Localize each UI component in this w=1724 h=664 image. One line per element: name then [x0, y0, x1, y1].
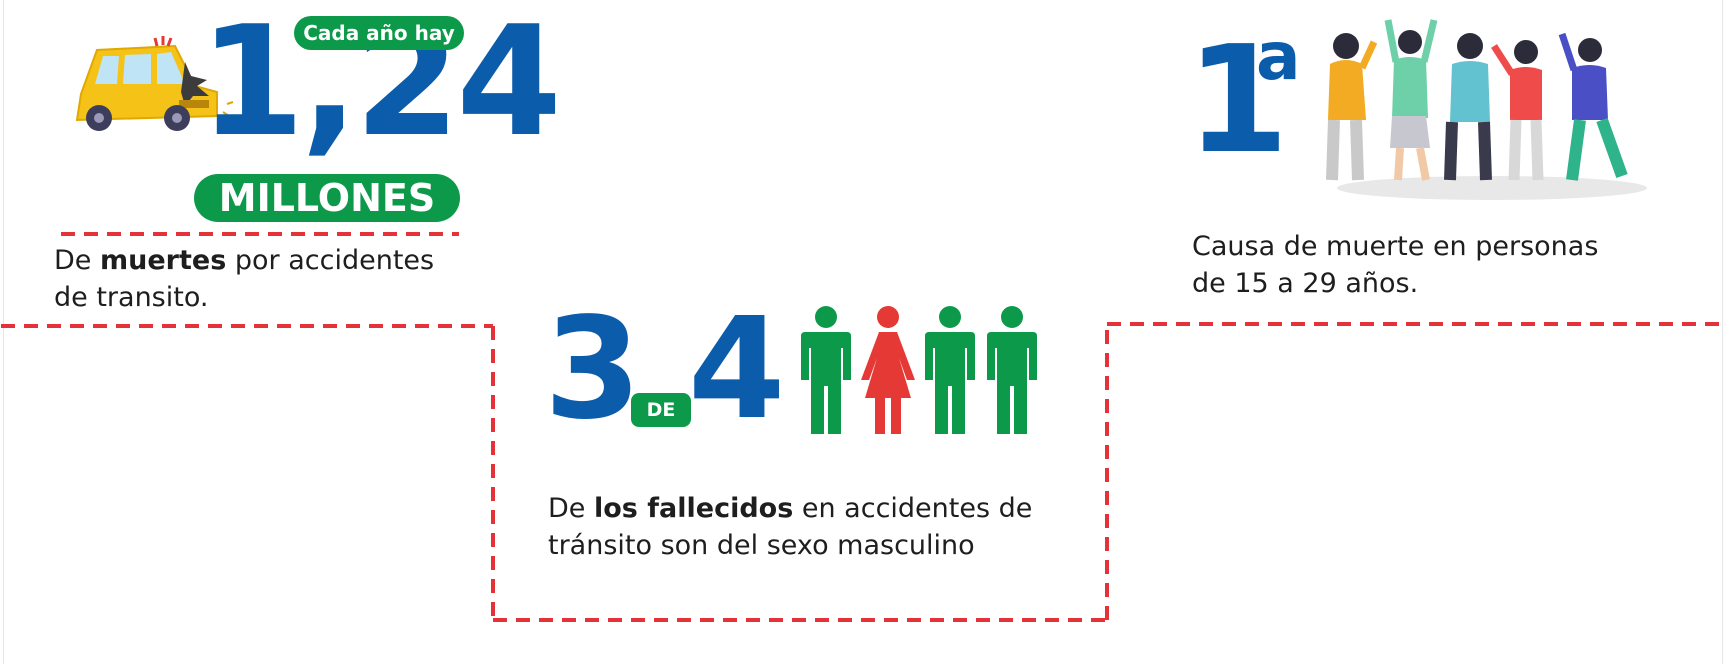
deaths-desc-suffix: por accidentes	[234, 245, 435, 276]
deaths-desc-bold: muertes	[100, 245, 227, 276]
car-crash-illustration	[75, 36, 234, 131]
cause-desc-line1: Causa de muerte en personas	[1192, 231, 1599, 262]
cause-superscript: a	[1256, 18, 1301, 95]
cause-number: 1	[1186, 14, 1289, 186]
male-figure-icon	[987, 306, 1037, 434]
males-number-left: 3	[544, 288, 642, 451]
males-desc-line2: tránsito son del sexo masculino	[548, 530, 975, 561]
males-description: De los fallecidos en accidentes de tráns…	[548, 490, 1032, 564]
pill-every-year: Cada año hay	[294, 16, 464, 50]
pill-millions: MILLONES	[194, 174, 460, 222]
males-desc-suffix: en accidentes de	[801, 493, 1033, 524]
gender-figures	[799, 306, 1039, 436]
deaths-description: De muertes por accidentes de transito.	[54, 242, 434, 316]
males-desc-bold: los fallecidos	[594, 493, 794, 524]
male-figure-icon	[801, 306, 851, 434]
cause-desc-line2: de 15 a 29 años.	[1192, 268, 1419, 299]
males-desc-prefix: De	[548, 493, 586, 524]
deaths-desc-line2: de transito.	[54, 282, 209, 313]
young-people-illustration	[1326, 19, 1647, 200]
male-figure-icon	[925, 306, 975, 434]
deaths-desc-prefix: De	[54, 245, 92, 276]
connector-de-badge: DE	[631, 393, 691, 427]
cause-description: Causa de muerte en personas de 15 a 29 a…	[1192, 228, 1598, 302]
female-figure-icon	[861, 306, 915, 434]
males-number-right: 4	[688, 288, 786, 451]
